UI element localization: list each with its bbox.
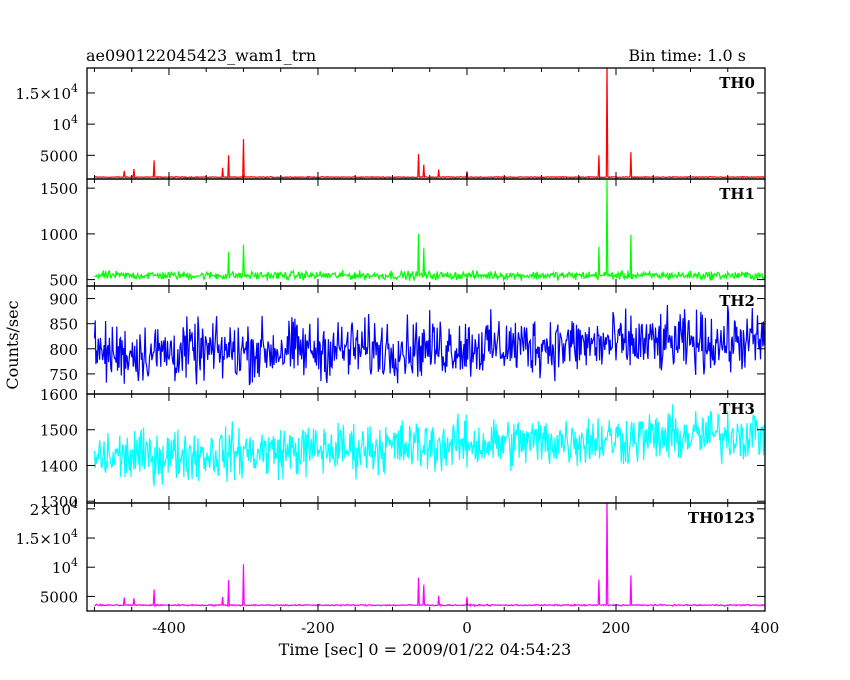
series-line-th1 (94, 179, 765, 283)
y-tick-label: 104 (52, 113, 78, 134)
y-tick-label: 1000 (40, 226, 78, 244)
panel-label-th0123: TH0123 (688, 509, 755, 527)
y-tick-label: 500 (49, 272, 78, 290)
panel-th3: 1300 1400 1500 1600 TH3 (40, 386, 766, 511)
y-tick-label: 750 (49, 366, 78, 384)
series-line-th0 (94, 68, 765, 179)
chart-title: ae090122045423_wam1_trn (86, 46, 316, 65)
y-tick-label: 1500 (40, 422, 78, 440)
y-tick-label: 1500 (40, 180, 78, 198)
y-tick-label: 800 (49, 341, 78, 359)
panel-th0123: 5000 104 1.5×104 2×104 TH0123 (15, 498, 766, 612)
series-line-th2 (93, 304, 765, 386)
panel-th2: 750 800 850 900 TH2 (49, 285, 766, 395)
x-tick-label: 200 (602, 619, 631, 637)
y-tick-label: 104 (52, 556, 78, 577)
y-tick-label: 5000 (40, 147, 78, 165)
y-axis-label: Counts/sec (3, 300, 22, 389)
y-tick-label: 1.5×104 (15, 82, 78, 103)
series-line-th0123 (94, 503, 765, 608)
y-tick-label: 1300 (40, 493, 78, 511)
panel-th1: 500 1000 1500 TH1 (40, 178, 766, 290)
x-tick-label: -200 (301, 619, 335, 637)
panel-label-th3: TH3 (719, 400, 755, 418)
y-tick-label: 2×104 (30, 498, 78, 519)
panel-frame (86, 67, 766, 180)
y-tick-label: 1600 (40, 386, 78, 404)
panel-th0: 5000 104 1.5×104 TH0 (15, 67, 766, 180)
y-tick-label: 1400 (40, 457, 78, 475)
x-tick-label: 0 (462, 619, 472, 637)
bin-time-label: Bin time: 1.0 s (628, 46, 746, 65)
y-tick-label: 900 (49, 291, 78, 309)
x-tick-label: -400 (152, 619, 186, 637)
x-tick-label: 400 (751, 619, 780, 637)
y-tick-label: 1.5×104 (15, 527, 78, 548)
series-line-th3 (93, 404, 765, 487)
panel-frame (86, 178, 766, 287)
panel-label-th0: TH0 (719, 74, 755, 92)
panel-label-th1: TH1 (719, 185, 755, 203)
panel-frame (86, 502, 766, 612)
panels: 5000 104 1.5×104 TH0 500 1000 1500 TH1 750 800 850… (15, 67, 780, 637)
x-axis-label: Time [sec] 0 = 2009/01/22 04:54:23 (279, 640, 572, 659)
panel-label-th2: TH2 (719, 292, 755, 310)
y-tick-label: 850 (49, 316, 78, 334)
y-tick-label: 5000 (40, 588, 78, 606)
